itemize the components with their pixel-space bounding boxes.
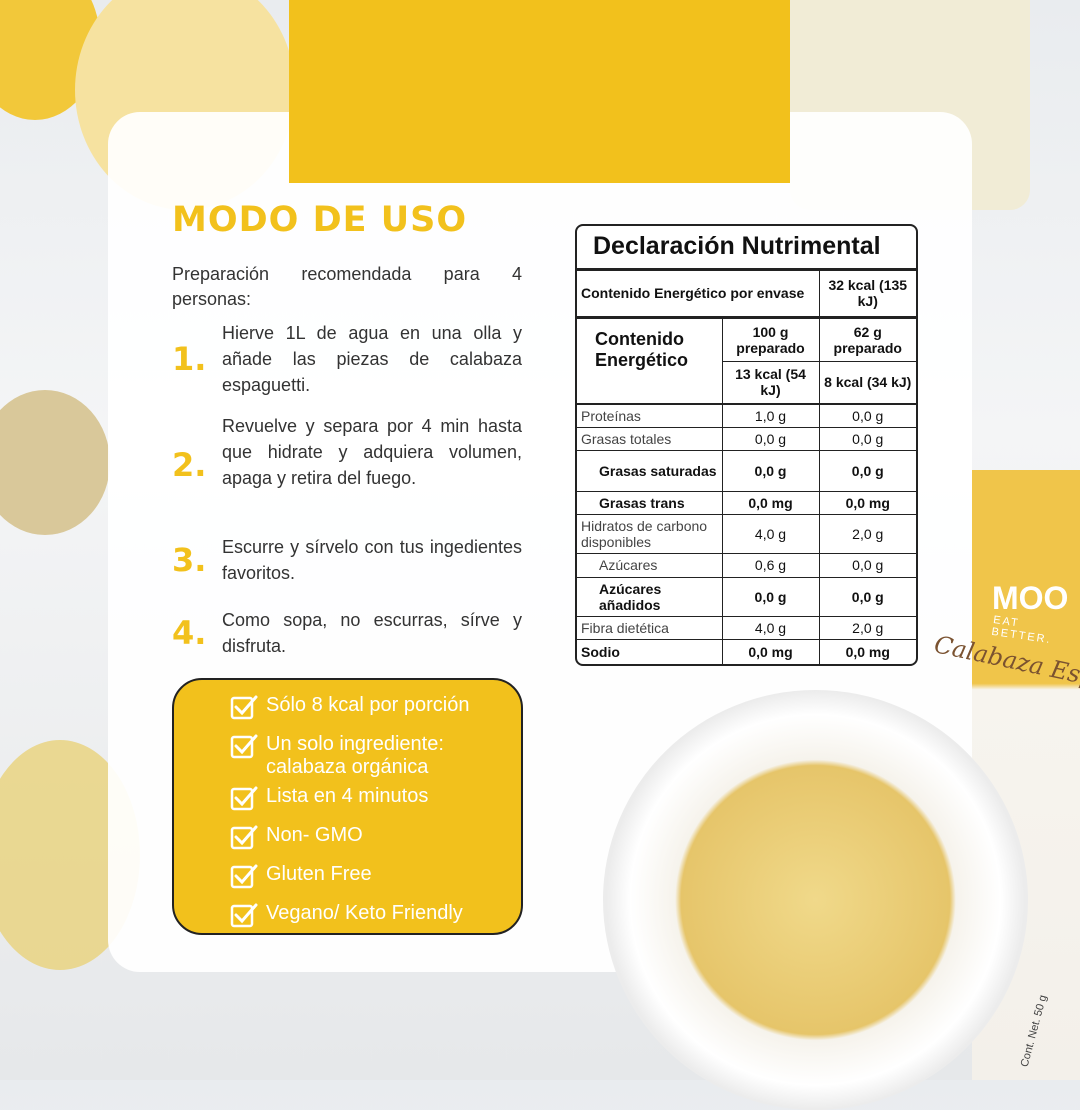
nutrient-label: Sodio — [577, 638, 723, 664]
package-brand: MOO — [992, 580, 1069, 616]
checkbox-check-icon — [230, 825, 258, 850]
intro-text: Preparación recomendada para 4 personas: — [172, 264, 522, 309]
nutrient-value-100g: 0,0 mg — [721, 490, 820, 515]
benefits-box: Sólo 8 kcal por porción Un solo ingredien… — [172, 678, 523, 935]
checkbox-check-icon — [230, 695, 258, 720]
benefit-item: Gluten Free — [230, 863, 521, 889]
benefit-text: Gluten Free — [266, 863, 372, 885]
benefit-item: Lista en 4 minutos — [230, 785, 521, 811]
nutrient-label: Azúcares — [577, 552, 723, 578]
nutrient-value-100g: 0,0 g — [721, 426, 820, 451]
nutrient-value-100g: 0,6 g — [721, 552, 820, 578]
nutrition-row: Hidratos de carbono disponibles 4,0 g 2,0 … — [577, 513, 916, 554]
package-net-content: Cont. Net. 50 g — [1018, 993, 1050, 1069]
step-4: 4. Como sopa, no escurras, sírve y disfr… — [172, 607, 522, 659]
benefit-text: Sólo 8 kcal por porción — [266, 694, 470, 716]
nutrient-label: Grasas totales — [577, 426, 723, 451]
step-1: 1. Hierve 1L de agua en una olla y añade… — [172, 320, 522, 398]
nutrient-value-62g: 0,0 g — [818, 449, 916, 492]
nutrition-row: Grasas saturadas 0,0 g 0,0 g — [577, 449, 916, 492]
checkbox-check-icon — [230, 903, 258, 928]
nutrition-row: Proteínas 1,0 g 0,0 g — [577, 403, 916, 428]
step-text: Revuelve y separa por 4 min hasta que hi… — [222, 416, 522, 488]
nutrient-value-62g: 0,0 g — [818, 403, 916, 428]
nutrient-label: Grasas saturadas — [577, 449, 723, 492]
nutrition-row: Sodio 0,0 mg 0,0 mg — [577, 638, 916, 664]
step-3: 3. Escurre y sírvelo con tus ingedientes… — [172, 534, 522, 586]
nutrient-label: Grasas trans — [577, 490, 723, 515]
nutrition-row: Azúcares añadidos 0,0 g 0,0 g — [577, 576, 916, 617]
nutrient-value-100g: 0,0 g — [721, 576, 820, 617]
benefit-item: Sólo 8 kcal por porción — [230, 694, 521, 720]
nutrition-title: Declaración Nutrimental — [577, 226, 916, 271]
benefit-item: Non- GMO — [230, 824, 521, 850]
nutrition-row: Fibra dietética 4,0 g 2,0 g — [577, 615, 916, 640]
per-package-value: 32 kcal (135 kJ) — [818, 271, 916, 318]
step-text: Escurre y sírvelo con tus ingedientes fa… — [222, 537, 522, 583]
checkbox-check-icon — [230, 734, 258, 759]
nutrition-row: Grasas totales 0,0 g 0,0 g — [577, 426, 916, 451]
nutrition-row: Azúcares 0,6 g 0,0 g — [577, 552, 916, 578]
step-text: Hierve 1L de agua en una olla y añade la… — [222, 323, 522, 395]
nutrient-value-62g: 0,0 mg — [818, 490, 916, 515]
step-number: 1. — [172, 340, 207, 378]
nutrient-label: Fibra dietética — [577, 615, 723, 640]
col2-energy: 8 kcal (34 kJ) — [818, 360, 916, 405]
col1-energy: 13 kcal (54 kJ) — [721, 360, 820, 405]
col2-header: 62 g preparado — [818, 315, 916, 362]
nutrient-value-100g: 4,0 g — [721, 615, 820, 640]
benefit-text: Vegano/ Keto Friendly — [266, 902, 463, 924]
cheese-bowl-photo — [0, 390, 110, 535]
yellow-top-banner — [289, 0, 790, 183]
nutrient-value-100g: 4,0 g — [721, 513, 820, 554]
benefit-text: Un solo ingrediente: calabaza orgánica — [266, 733, 444, 778]
per-package-label: Contenido Energético por envase — [577, 271, 820, 318]
benefit-item: Un solo ingrediente: calabaza orgánica — [230, 733, 521, 779]
benefit-text: Non- GMO — [266, 824, 363, 846]
nutrient-value-62g: 0,0 g — [818, 576, 916, 617]
nutrient-value-100g: 1,0 g — [721, 403, 820, 428]
nutrition-table: Declaración Nutrimental Contenido Energé… — [575, 224, 918, 666]
nutrient-value-62g: 2,0 g — [818, 513, 916, 554]
benefit-item: Vegano/ Keto Friendly — [230, 902, 521, 928]
spaghetti-squash-bowl-photo — [603, 690, 1028, 1110]
step-number: 4. — [172, 614, 207, 652]
nutrient-value-62g: 0,0 g — [818, 426, 916, 451]
benefit-text: Lista en 4 minutos — [266, 785, 429, 807]
page-title: MODO DE USO — [172, 200, 468, 240]
nutrient-label: Proteínas — [577, 403, 723, 428]
checkbox-check-icon — [230, 864, 258, 889]
nutrient-label: Azúcares añadidos — [577, 576, 723, 617]
nutrient-value-62g: 0,0 mg — [818, 638, 916, 664]
nutrition-row: Grasas trans 0,0 mg 0,0 mg — [577, 490, 916, 515]
checkbox-check-icon — [230, 786, 258, 811]
step-2: 2. Revuelve y separa por 4 min hasta que… — [172, 413, 522, 517]
step-number: 2. — [172, 446, 207, 484]
nutrient-value-100g: 0,0 mg — [721, 638, 820, 664]
nutrient-value-62g: 0,0 g — [818, 552, 916, 578]
nutrient-label: Hidratos de carbono disponibles — [577, 513, 723, 554]
nutrient-value-100g: 0,0 g — [721, 449, 820, 492]
col1-header: 100 g preparado — [721, 315, 820, 362]
nutrient-value-62g: 2,0 g — [818, 615, 916, 640]
energy-label: Contenido Energético — [577, 315, 723, 405]
step-number: 3. — [172, 541, 207, 579]
step-text: Como sopa, no escurras, sírve y disfruta… — [222, 610, 522, 656]
